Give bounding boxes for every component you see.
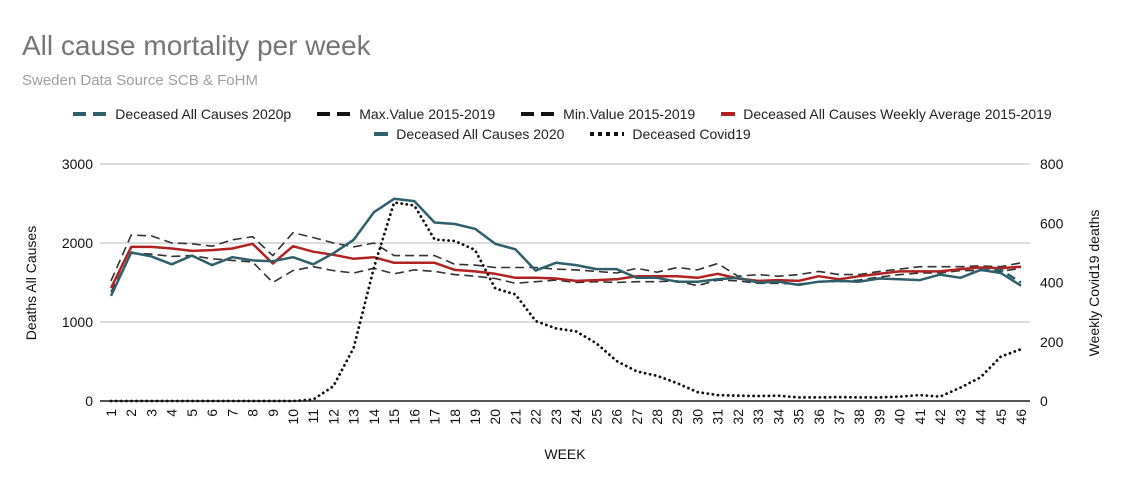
x-tick-label: 17 [427,409,443,425]
legend-label: Deceased All Causes 2020 [396,126,565,142]
legend-label: Min.Value 2015-2019 [563,106,696,122]
y-tick-label: 0 [85,393,93,409]
y2-tick-label: 200 [1040,334,1064,350]
legend-item-average: Deceased All Causes Weekly Average 2015-… [721,106,1052,122]
x-tick-label: 25 [588,409,604,425]
y-tick-label: 3000 [62,156,93,172]
x-tick-label: 44 [973,409,989,425]
y-tick-label: 2000 [62,235,93,251]
x-tick-label: 7 [224,409,240,417]
x-tick-label: 31 [710,409,726,425]
x-tick-label: 28 [649,409,665,425]
chart-subtitle: Sweden Data Source SCB & FoHM [22,72,258,89]
legend-row-1: Deceased All Causes 2020p Max.Value 2015… [0,106,1125,122]
series-line-deceased-all-causes-2020 [109,197,1022,297]
x-tick-label: 10 [285,409,301,425]
x-tick-label: 2 [123,409,139,417]
x-tick-label: 20 [487,409,503,425]
legend-label: Deceased Covid19 [632,126,751,142]
x-tick-label: 29 [669,409,685,425]
series-line-deceased-all-causes-2020p [980,268,1022,284]
series-line-min-value-2015-2019 [110,252,1022,293]
legend-item-2020: Deceased All Causes 2020 [374,126,564,142]
x-tick-label: 37 [831,409,847,425]
x-tick-label: 39 [871,409,887,425]
x-tick-label: 23 [548,409,564,425]
y-tick-label: 1000 [62,314,93,330]
series-line-deceased-all-causes-weekly-average-2015-2019 [109,242,1022,289]
y2-tick-label: 600 [1040,215,1064,231]
series-line-deceased-covid19 [109,201,1023,403]
legend-swatch [521,112,556,116]
x-tick-label: 26 [609,409,625,425]
x-tick-label: 35 [791,409,807,425]
legend-item-covid: Deceased Covid19 [590,126,751,142]
x-tick-label: 27 [629,409,645,425]
legend-item-min: Min.Value 2015-2019 [521,106,695,122]
x-tick-label: 8 [245,409,261,417]
y2-tick-label: 800 [1040,156,1064,172]
x-tick-label: 33 [750,409,766,425]
x-tick-label: 30 [689,409,705,425]
legend-item-2020p: Deceased All Causes 2020p [73,106,291,122]
x-tick-label: 13 [346,409,362,425]
y2-tick-label: 0 [1040,393,1048,409]
legend-swatch [721,112,736,116]
x-tick-label: 42 [932,409,948,425]
x-tick-label: 18 [447,409,463,425]
y2-axis-title: Weekly Covid19 deaths [1086,210,1102,357]
x-tick-label: 11 [305,409,321,424]
x-tick-label: 5 [184,409,200,417]
x-tick-label: 32 [730,409,746,425]
x-tick-label: 3 [143,409,159,417]
x-tick-label: 12 [325,409,341,425]
legend-swatch [374,132,389,136]
legend-label: Max.Value 2015-2019 [359,106,496,122]
legend-swatch [317,112,352,116]
x-tick-label: 41 [912,409,928,425]
x-tick-label: 14 [366,409,382,425]
x-tick-label: 9 [265,409,281,417]
x-tick-label: 21 [507,409,523,425]
x-tick-label: 40 [892,409,908,425]
legend-label: Deceased All Causes 2020p [115,106,292,122]
x-tick-label: 6 [204,409,220,417]
legend-item-max: Max.Value 2015-2019 [317,106,495,122]
x-tick-label: 43 [952,409,968,425]
x-tick-label: 46 [1013,409,1029,425]
legend-swatch [590,132,625,136]
x-tick-label: 45 [993,409,1009,425]
x-tick-label: 24 [568,409,584,425]
series-line-max-value-2015-2019 [110,231,1022,282]
chart-title: All cause mortality per week [22,30,371,61]
legend-label: Deceased All Causes Weekly Average 2015-… [743,106,1052,122]
x-tick-label: 1 [103,409,119,417]
x-tick-label: 22 [528,409,544,425]
x-tick-label: 16 [406,409,422,425]
x-tick-label: 15 [386,409,402,425]
x-tick-label: 38 [851,409,867,425]
legend-row-2: Deceased All Causes 2020 Deceased Covid1… [0,126,1125,142]
y-axis-title: Deaths All Causes [23,226,39,340]
x-tick-label: 34 [770,409,786,425]
x-axis-title: WEEK [544,446,586,462]
x-tick-label: 36 [811,409,827,425]
y2-tick-label: 400 [1040,275,1064,291]
x-tick-label: 19 [467,409,483,425]
x-tick-label: 4 [164,409,180,417]
legend-swatch [73,112,108,116]
